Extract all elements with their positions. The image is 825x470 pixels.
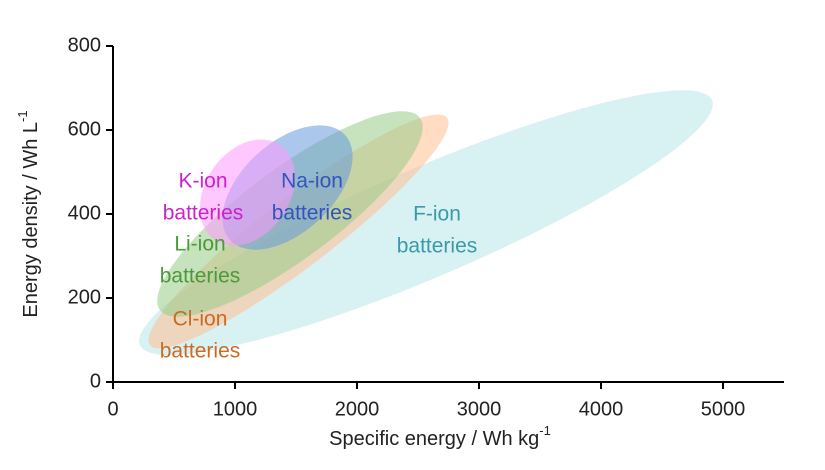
y-tick-label: 400	[68, 202, 101, 224]
x-tick-label: 5000	[701, 398, 746, 420]
x-tick-label: 3000	[457, 398, 502, 420]
region-label: Cl-ion	[173, 308, 228, 331]
region	[139, 90, 713, 355]
x-axis-label: Specific energy / Wh kg-1	[329, 423, 551, 450]
region-label: batteries	[160, 340, 241, 363]
y-tick-label: 200	[68, 286, 101, 308]
y-axis-label: Energy density / Wh L-1	[15, 110, 42, 317]
region-label: batteries	[272, 202, 353, 225]
region-label: K-ion	[178, 170, 227, 193]
x-tick-label: 0	[107, 398, 118, 420]
region-label: batteries	[163, 202, 244, 225]
y-tick-label: 600	[68, 118, 101, 140]
x-tick-label: 2000	[335, 398, 380, 420]
region-label: F-ion	[413, 203, 461, 226]
x-tick-label: 4000	[579, 398, 624, 420]
region-label: Na-ion	[281, 170, 343, 193]
region	[199, 139, 296, 246]
region-label: batteries	[397, 235, 478, 258]
region-label: batteries	[160, 265, 241, 288]
region-label: Li-ion	[174, 233, 225, 256]
y-tick-label: 0	[90, 370, 101, 392]
x-tick-label: 1000	[213, 398, 258, 420]
y-tick-label: 800	[68, 34, 101, 56]
